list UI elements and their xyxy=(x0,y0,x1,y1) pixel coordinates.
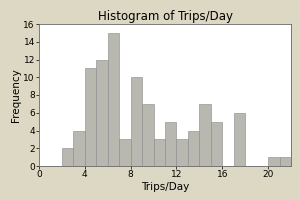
Bar xyxy=(142,104,154,166)
Bar xyxy=(200,104,211,166)
Bar xyxy=(62,148,74,166)
Bar xyxy=(108,33,119,166)
Bar xyxy=(234,113,245,166)
Bar xyxy=(280,157,291,166)
Bar xyxy=(74,130,85,166)
Bar xyxy=(211,122,222,166)
Bar xyxy=(188,130,200,166)
X-axis label: Trips/Day: Trips/Day xyxy=(141,182,189,192)
Bar xyxy=(154,139,165,166)
Bar xyxy=(119,139,130,166)
Bar xyxy=(176,139,188,166)
Title: Histogram of Trips/Day: Histogram of Trips/Day xyxy=(98,10,232,23)
Bar xyxy=(130,77,142,166)
Bar xyxy=(268,157,280,166)
Bar xyxy=(85,68,96,166)
Bar xyxy=(165,122,176,166)
Bar xyxy=(96,60,108,166)
Y-axis label: Frequency: Frequency xyxy=(11,68,21,122)
